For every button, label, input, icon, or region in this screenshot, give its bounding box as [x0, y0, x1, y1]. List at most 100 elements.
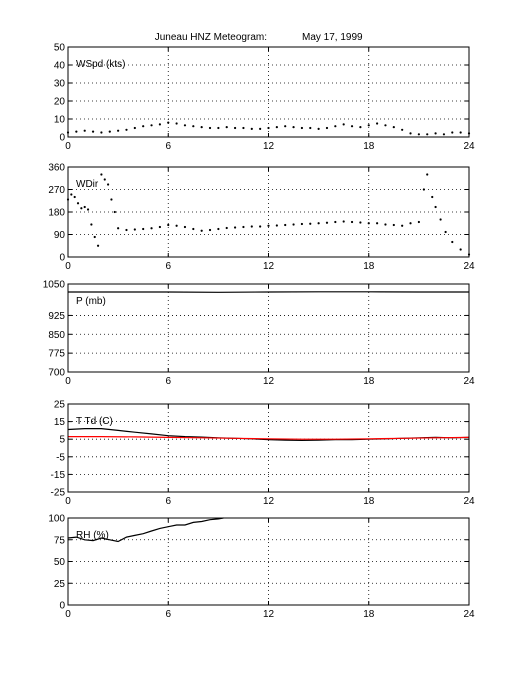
data-point — [96, 244, 100, 247]
data-point — [309, 126, 312, 130]
y-tick-label: 850 — [48, 330, 65, 341]
data-point — [208, 126, 212, 130]
data-point — [434, 205, 437, 209]
x-tick-label: 0 — [65, 609, 71, 620]
y-tick-label: 360 — [48, 163, 65, 174]
y-tick-label: 10 — [54, 115, 66, 126]
data-point — [133, 126, 136, 130]
y-tick-label: 270 — [48, 185, 65, 196]
data-point — [334, 220, 337, 224]
y-tick-label: 5 — [59, 435, 65, 446]
data-point — [444, 230, 447, 234]
data-point — [409, 222, 412, 225]
data-point — [217, 227, 220, 231]
y-tick-label: 15 — [54, 417, 66, 428]
x-tick-label: 6 — [165, 141, 171, 152]
data-point — [200, 126, 203, 129]
y-tick-label: 925 — [48, 311, 65, 322]
data-point — [401, 128, 404, 131]
y-tick-label: -5 — [56, 452, 65, 463]
x-tick-label: 12 — [263, 609, 275, 620]
data-point — [275, 224, 278, 227]
data-point — [117, 129, 120, 132]
y-tick-label: 25 — [54, 579, 66, 590]
x-tick-label: 24 — [463, 261, 475, 272]
data-point — [401, 224, 404, 227]
data-point — [376, 122, 379, 125]
x-tick-label: 12 — [263, 261, 275, 272]
data-point — [359, 221, 362, 224]
x-tick-label: 18 — [363, 261, 375, 272]
data-point — [376, 222, 379, 225]
data-point — [451, 131, 454, 134]
data-point — [367, 124, 370, 127]
y-tick-label: 775 — [48, 349, 65, 360]
data-point — [284, 125, 287, 128]
x-tick-label: 12 — [263, 376, 275, 387]
data-point — [100, 131, 103, 134]
data-point — [342, 123, 345, 126]
x-tick-label: 18 — [363, 609, 375, 620]
y-tick-label: 90 — [54, 230, 66, 241]
data-point — [342, 220, 345, 223]
data-point — [175, 224, 178, 227]
series-line — [68, 291, 469, 293]
y-tick-label: -15 — [51, 470, 66, 481]
y-tick-label: 25 — [54, 400, 66, 411]
panel-label: RH (%) — [76, 530, 109, 541]
data-point — [73, 195, 76, 199]
x-tick-label: 24 — [463, 609, 475, 620]
data-point — [359, 126, 362, 129]
x-tick-label: 6 — [165, 609, 171, 620]
data-point — [70, 193, 73, 196]
data-point — [103, 178, 106, 181]
data-point — [208, 228, 212, 232]
data-point — [325, 126, 329, 130]
data-point — [426, 133, 429, 136]
data-point — [384, 223, 387, 226]
data-point — [350, 220, 354, 224]
data-point — [434, 132, 437, 135]
y-tick-label: 50 — [54, 43, 66, 54]
data-point — [350, 125, 354, 128]
x-tick-label: 18 — [363, 141, 375, 152]
data-point — [292, 223, 295, 226]
data-point — [83, 205, 86, 209]
x-tick-label: 18 — [363, 496, 375, 507]
data-point — [217, 126, 220, 130]
series-line — [68, 436, 470, 440]
data-point — [267, 126, 270, 130]
data-point — [192, 227, 195, 231]
x-tick-label: 6 — [165, 261, 171, 272]
data-point — [459, 131, 462, 134]
data-point — [284, 223, 287, 227]
data-point — [409, 132, 412, 135]
x-tick-label: 6 — [165, 376, 171, 387]
data-point — [300, 222, 304, 226]
data-point — [367, 222, 370, 225]
data-point — [225, 226, 228, 230]
data-point — [242, 126, 245, 130]
data-point — [242, 225, 245, 229]
data-point — [334, 125, 337, 128]
data-point — [158, 123, 161, 126]
figure-title: Juneau HNZ Meteogram: — [155, 32, 267, 43]
data-point — [417, 133, 420, 136]
data-point — [150, 227, 153, 230]
data-point — [275, 126, 278, 129]
data-point — [233, 226, 237, 229]
panel-2: 0 6 12 18 24 0 90 180 270 360 WDir — [48, 163, 475, 273]
panel-label: T Td (C) — [76, 416, 113, 427]
data-point — [384, 124, 387, 127]
y-tick-label: 700 — [48, 368, 65, 379]
data-point — [142, 227, 145, 231]
y-tick-label: 20 — [54, 97, 66, 108]
data-point — [142, 125, 145, 128]
data-point — [392, 126, 395, 129]
y-tick-label: 40 — [54, 61, 66, 72]
data-point — [90, 223, 93, 226]
data-point — [426, 173, 429, 176]
data-point — [110, 198, 113, 201]
data-point — [292, 126, 295, 129]
x-tick-label: 0 — [65, 141, 71, 152]
